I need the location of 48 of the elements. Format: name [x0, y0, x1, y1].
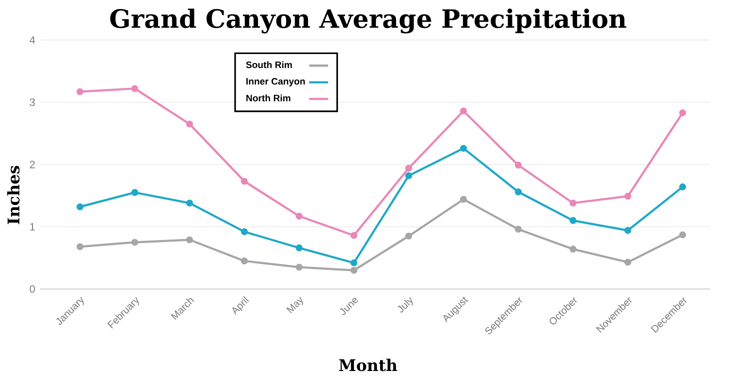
- point: [240, 258, 248, 264]
- point: [679, 183, 686, 190]
- point: [131, 189, 138, 196]
- point: [624, 258, 632, 266]
- chart-title: Grand Canyon Average Precipitation: [110, 8, 626, 34]
- point: [296, 264, 303, 271]
- point: [460, 107, 467, 114]
- legend-label: North Rim: [246, 94, 290, 102]
- point: [76, 243, 84, 250]
- legend-label: Inner Canyon: [246, 78, 305, 86]
- point: [679, 231, 686, 238]
- point: [570, 200, 577, 207]
- point: [679, 109, 686, 116]
- point: [240, 178, 248, 185]
- point: [624, 227, 632, 234]
- point: [514, 162, 522, 169]
- point: [460, 196, 467, 203]
- y-tick-label: 4: [30, 36, 35, 44]
- legend-label: South Rim: [246, 61, 292, 68]
- point: [186, 200, 194, 207]
- point: [76, 88, 84, 96]
- point: [514, 226, 522, 233]
- point: [624, 192, 632, 200]
- point: [405, 172, 412, 180]
- point: [240, 228, 248, 236]
- point: [405, 164, 412, 172]
- point: [296, 244, 303, 252]
- point: [350, 232, 358, 239]
- y-axis-title: Inches: [7, 166, 20, 224]
- point: [350, 259, 358, 266]
- point: [405, 232, 412, 240]
- point: [131, 238, 138, 246]
- point: [570, 246, 577, 253]
- point: [131, 85, 138, 92]
- point: [76, 203, 84, 210]
- y-tick-label: 3: [30, 98, 35, 106]
- point: [460, 144, 467, 152]
- y-tick-label: 0: [30, 285, 35, 293]
- y-tick-label: 1: [30, 223, 35, 230]
- y-tick-label: 2: [30, 160, 35, 168]
- point: [350, 266, 358, 274]
- x-tick-label: July: [398, 297, 413, 313]
- point: [186, 120, 194, 128]
- point: [186, 236, 194, 244]
- point: [570, 217, 577, 224]
- point: [514, 188, 522, 196]
- x-axis-title: Month: [339, 358, 398, 372]
- point: [296, 212, 303, 220]
